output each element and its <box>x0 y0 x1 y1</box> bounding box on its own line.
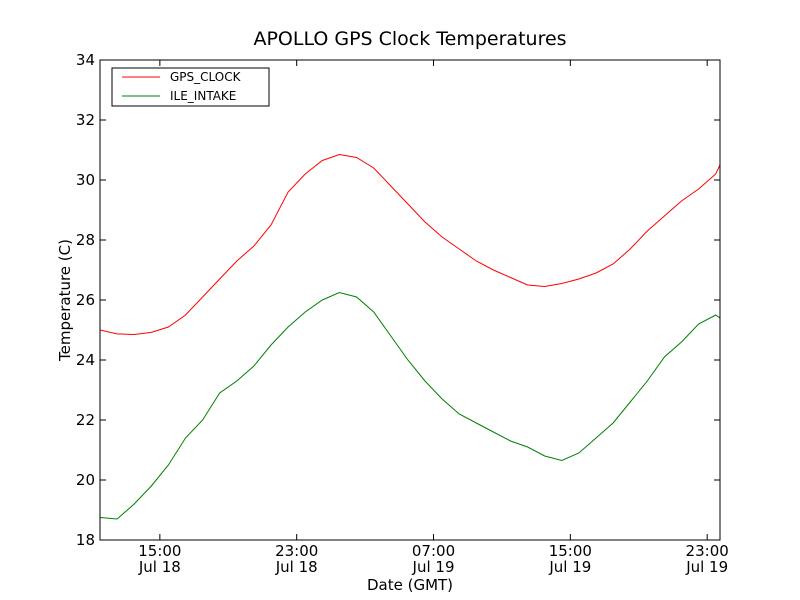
legend-box <box>111 67 270 107</box>
legend-label-gps-clock: GPS_CLOCK <box>170 70 242 84</box>
y-tick-label: 22 <box>76 411 95 429</box>
chart-title: APOLLO GPS Clock Temperatures <box>253 28 566 50</box>
series-layer <box>100 153 720 520</box>
x-tick-label-time: 15:00 <box>549 542 592 560</box>
y-tick-label: 24 <box>76 351 95 369</box>
x-tick-label-date: Jul 19 <box>412 558 455 576</box>
x-tick-label-date: Jul 18 <box>138 558 181 576</box>
y-tick-label: 26 <box>76 291 95 309</box>
legend: GPS_CLOCK ILE_INTAKE <box>111 67 270 107</box>
x-tick-label-date: Jul 19 <box>685 558 728 576</box>
x-tick-label-time: 15:00 <box>138 542 181 560</box>
y-tick-label: 20 <box>76 471 95 489</box>
x-axis-label: Date (GMT) <box>367 576 453 594</box>
x-tick-label-date: Jul 18 <box>275 558 318 576</box>
legend-label-ile-intake: ILE_INTAKE <box>170 89 236 103</box>
series-line-gps-clock <box>100 153 720 336</box>
x-tick-label-time: 23:00 <box>686 542 729 560</box>
y-tick-label: 34 <box>76 51 95 69</box>
x-tick-label-date: Jul 19 <box>548 558 591 576</box>
y-tick-label: 30 <box>76 171 95 189</box>
y-tick-label: 28 <box>76 231 95 249</box>
series-line-ile-intake <box>100 291 720 520</box>
y-axis-label: Temperature (C) <box>56 239 74 362</box>
y-tick-label: 32 <box>76 111 95 129</box>
x-tick-label-time: 07:00 <box>412 542 455 560</box>
x-tick-label-time: 23:00 <box>275 542 318 560</box>
y-tick-label: 18 <box>76 531 95 549</box>
